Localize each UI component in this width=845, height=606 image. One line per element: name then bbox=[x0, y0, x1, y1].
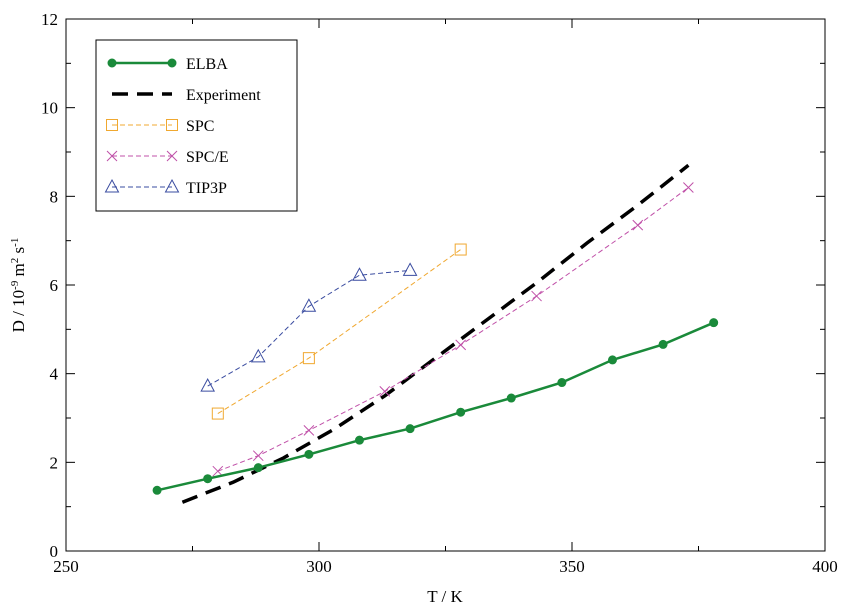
series-line-spc bbox=[217, 249, 461, 415]
point-elba-1 bbox=[203, 474, 213, 484]
point-elba-0 bbox=[152, 485, 162, 495]
legend-label-spc-e: SPC/E bbox=[186, 149, 229, 166]
point-spc-2 bbox=[454, 243, 467, 256]
series-tip3p bbox=[200, 262, 418, 392]
x-tick-label-250: 250 bbox=[53, 557, 79, 576]
point-elba-9 bbox=[607, 355, 617, 365]
y-axis-title-exp3: -1 bbox=[9, 238, 21, 247]
point-spc-e-1 bbox=[252, 450, 264, 462]
legend-entry-spc: SPC bbox=[106, 118, 214, 135]
point-elba-4 bbox=[354, 435, 364, 445]
legend-marker-end-spc-e bbox=[166, 150, 178, 162]
legend-marker-start-spc-e bbox=[106, 150, 118, 162]
point-elba-5 bbox=[405, 424, 415, 434]
point-spc-1 bbox=[302, 352, 315, 365]
series-line-tip3p bbox=[207, 269, 411, 387]
legend-label-tip3p: TIP3P bbox=[186, 180, 227, 197]
legend-label-elba: ELBA bbox=[186, 56, 228, 73]
point-tip3p-4 bbox=[402, 262, 418, 276]
y-tick-label-8: 8 bbox=[50, 187, 59, 206]
legend-marker-start-elba bbox=[107, 58, 117, 68]
point-spc-0 bbox=[211, 407, 224, 420]
point-spc-e-2 bbox=[303, 425, 315, 436]
series-experiment bbox=[181, 163, 690, 504]
series-spc-e bbox=[212, 182, 694, 477]
y-tick-label-2: 2 bbox=[50, 453, 59, 472]
y-tick-label-10: 10 bbox=[41, 99, 58, 118]
y-axis-title-mid: m bbox=[9, 263, 28, 280]
y-tick-label-0: 0 bbox=[50, 542, 59, 561]
legend-label-spc: SPC bbox=[186, 118, 214, 135]
legend-label-experiment: Experiment bbox=[186, 87, 261, 104]
legend-marker-start-spc bbox=[106, 119, 118, 131]
x-tick-label-400: 400 bbox=[812, 557, 838, 576]
point-spc-e-7 bbox=[683, 182, 694, 193]
legend-entry-experiment: Experiment bbox=[112, 87, 261, 104]
point-tip3p-3 bbox=[352, 267, 367, 281]
x-tick-label-350: 350 bbox=[559, 557, 585, 576]
series-line-spc-e bbox=[217, 187, 689, 472]
y-axis-title-exp1: -9 bbox=[9, 280, 21, 290]
legend-marker-end-tip3p bbox=[164, 178, 180, 193]
legend-marker-start-tip3p bbox=[104, 178, 120, 193]
point-spc-e-5 bbox=[531, 290, 542, 302]
point-elba-7 bbox=[506, 393, 516, 403]
legend-marker-end-elba bbox=[167, 58, 177, 68]
y-axis-title-base: D / 10 bbox=[9, 290, 28, 333]
point-spc-e-4 bbox=[455, 339, 467, 351]
legend-entry-elba: ELBA bbox=[107, 56, 228, 73]
x-axis-title: T / K bbox=[427, 587, 463, 606]
point-elba-11 bbox=[709, 318, 719, 328]
y-axis-title: D / 10-9 m2 s-1 bbox=[9, 238, 28, 333]
point-elba-2 bbox=[253, 463, 263, 473]
point-spc-e-3 bbox=[379, 386, 391, 397]
series-layer bbox=[152, 163, 719, 504]
series-elba bbox=[152, 318, 719, 495]
x-tick-label-300: 300 bbox=[306, 557, 332, 576]
point-spc-e-6 bbox=[632, 219, 644, 231]
y-tick-label-6: 6 bbox=[50, 276, 59, 295]
y-axis-title-exp2: 2 bbox=[9, 258, 21, 264]
series-line-elba bbox=[156, 321, 715, 492]
y-tick-label-4: 4 bbox=[50, 365, 59, 384]
point-tip3p-1 bbox=[250, 348, 266, 363]
point-elba-6 bbox=[456, 407, 466, 417]
legend-marker-end-spc bbox=[166, 119, 178, 131]
legend-entry-tip3p: TIP3P bbox=[104, 178, 227, 197]
point-tip3p-2 bbox=[301, 298, 317, 312]
point-elba-10 bbox=[658, 339, 668, 349]
series-line-experiment bbox=[181, 163, 690, 504]
y-tick-label-12: 12 bbox=[41, 10, 58, 29]
axis-ticks: 250 300 350 400 0 2 4 6 8 10 12 bbox=[41, 10, 838, 576]
point-tip3p-0 bbox=[200, 378, 216, 392]
point-elba-8 bbox=[557, 378, 567, 388]
y-axis-title-mid2: s bbox=[9, 247, 28, 258]
legend: ELBA Experiment SPC SPC/E TIP3P bbox=[95, 39, 298, 212]
legend-entry-spc-e: SPC/E bbox=[106, 149, 229, 166]
point-elba-3 bbox=[304, 449, 314, 459]
series-spc bbox=[211, 243, 467, 420]
